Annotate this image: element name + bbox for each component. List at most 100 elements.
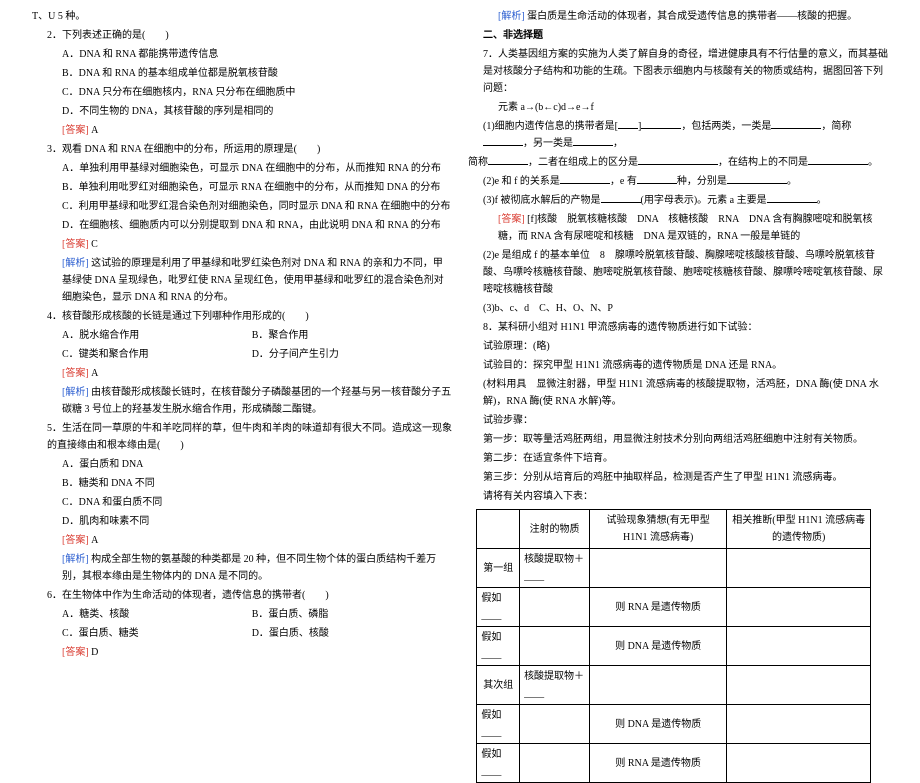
q5-explain: [解析] 构成全部生物的氨基酸的种类都是 20 种，但不同生物个体的蛋白质结构千… bbox=[32, 551, 452, 585]
cell: 则 RNA 是遗传物质 bbox=[590, 744, 727, 783]
cell bbox=[727, 588, 871, 627]
explain-label: [解析] bbox=[62, 387, 89, 398]
cell: 则 DNA 是遗传物质 bbox=[590, 705, 727, 744]
q6-optA: A．糖类、核酸 bbox=[62, 606, 249, 623]
q2-optB: B．DNA 和 RNA 的基本组成单位都是脱氧核苷酸 bbox=[32, 65, 452, 82]
explain-label: [解析] bbox=[62, 258, 89, 269]
answer-label: [答案] bbox=[62, 239, 89, 250]
t: ，二者在组成上的区分是 bbox=[528, 157, 638, 168]
cell: 则 DNA 是遗传物质 bbox=[590, 627, 727, 666]
q8-l1: 试验原理：(略) bbox=[468, 338, 888, 355]
explain-text: 由核苷酸形成核酸长链时，在核苷酸分子磷酸基团的一个羟基与另一核苷酸分子五碳糖 3… bbox=[62, 387, 451, 415]
q2-optA: A．DNA 和 RNA 都能携带遗传信息 bbox=[32, 46, 452, 63]
explain-text: 构成全部生物的氨基酸的种类都是 20 种，但不同生物个体的蛋白质结构千差万别，其… bbox=[62, 554, 436, 582]
t: ，e 有 bbox=[610, 176, 637, 187]
q3-stem: 3．观看 DNA 和 RNA 在细胞中的分布，所运用的原理是( ) bbox=[32, 141, 452, 158]
q2-stem: 2．下列表述正确的是( ) bbox=[32, 27, 452, 44]
blank[interactable] bbox=[641, 118, 681, 129]
q8-l2: 试验目的：探究甲型 H1N1 流感病毒的遗传物质是 DNA 还是 RNA。 bbox=[468, 357, 888, 374]
t: 。 bbox=[868, 157, 878, 168]
q8-l3: (材料用具 显微注射器，甲型 H1N1 流感病毒的核酸提取物，活鸡胚，DNA 酶… bbox=[468, 376, 888, 410]
t: ， bbox=[613, 138, 623, 149]
q6-optD: D．蛋白质、核酸 bbox=[252, 628, 329, 639]
blank[interactable] bbox=[601, 192, 641, 203]
q7-part1b: 简称 ，二者在组成上的区分是 ，在结构上的不同是 。 bbox=[468, 154, 888, 171]
q7-stem: 7．人类基因组方案的实施为人类了解自身的奇径，增进健康具有不行估量的意义，而其基… bbox=[468, 46, 888, 97]
blank[interactable] bbox=[808, 154, 868, 165]
blank[interactable] bbox=[483, 135, 523, 146]
q4-explain: [解析] 由核苷酸形成核酸长链时，在核苷酸分子磷酸基团的一个羟基与另一核苷酸分子… bbox=[32, 384, 452, 418]
q8-l8: 请将有关内容填入下表： bbox=[468, 488, 888, 505]
q8-stem: 8．某科研小组对 H1N1 甲流感病毒的遗传物质进行如下试验： bbox=[468, 319, 888, 336]
answer-value: C bbox=[91, 239, 98, 250]
q6-explain: [解析] 蛋白质是生命活动的体现者，其合成受遗传信息的携带者——核酸的把握。 bbox=[468, 8, 888, 25]
t: (3)f 被彻底水解后的产物是 bbox=[483, 195, 601, 206]
cell: 假如____ bbox=[477, 627, 520, 666]
q5-stem: 5．生活在同一草原的牛和羊吃同样的草，但牛肉和羊肉的味道却有很大不同。造成这一现… bbox=[32, 420, 452, 454]
blank[interactable] bbox=[573, 135, 613, 146]
cell: 核酸提取物＋____ bbox=[520, 666, 590, 705]
cell: 其次组 bbox=[477, 666, 520, 705]
t: ，简称 bbox=[821, 121, 851, 132]
cell: 第一组 bbox=[477, 549, 520, 588]
cell bbox=[727, 705, 871, 744]
q8-l7: 第三步：分别从培育后的鸡胚中抽取样品，检测是否产生了甲型 H1N1 流感病毒。 bbox=[468, 469, 888, 486]
blank[interactable] bbox=[727, 173, 787, 184]
t: (用字母表示)。元素 a 主要是 bbox=[641, 195, 767, 206]
q2-optC: C．DNA 只分布在细胞核内，RNA 只分布在细胞质中 bbox=[32, 84, 452, 101]
q5-answer: [答案] A bbox=[32, 532, 452, 549]
q4-stem: 4．核苷酸形成核酸的长链是通过下列哪种作用形成的( ) bbox=[32, 308, 452, 325]
section-2-heading: 二、非选择题 bbox=[468, 27, 888, 44]
blank[interactable] bbox=[488, 154, 528, 165]
q7-part3: (3)f 被彻底水解后的产物是(用字母表示)。元素 a 主要是。 bbox=[468, 192, 888, 209]
t: ，另一类是 bbox=[523, 138, 573, 149]
blank[interactable] bbox=[618, 118, 638, 129]
q7-answer: [答案] [f]核酸 脱氧核糖核酸 DNA 核糖核酸 RNA DNA 含有胸腺嘧… bbox=[468, 211, 888, 245]
q2-answer: [答案] A bbox=[32, 122, 452, 139]
cell bbox=[590, 666, 727, 705]
cell bbox=[590, 549, 727, 588]
q6-row2: C．蛋白质、糖类 D．蛋白质、核酸 bbox=[32, 625, 452, 642]
answer-label: [答案] bbox=[62, 368, 89, 379]
blank[interactable] bbox=[637, 173, 677, 184]
blank[interactable] bbox=[560, 173, 610, 184]
cell bbox=[520, 744, 590, 783]
q6-answer: [答案] D bbox=[32, 644, 452, 661]
left-column: T、U 5 种。 2．下列表述正确的是( ) A．DNA 和 RNA 都能携带遗… bbox=[24, 8, 460, 643]
q8-table: 注射的物质 试验现象猜想(有无甲型 H1N1 流感病毒) 相关推断(甲型 H1N… bbox=[476, 509, 871, 783]
answer-label: [答案] bbox=[62, 125, 89, 136]
table-row: 假如____ 则 RNA 是遗传物质 bbox=[477, 588, 871, 627]
answer-label: [答案] bbox=[62, 647, 89, 658]
t: 种，分别是 bbox=[677, 176, 727, 187]
t: 简称 bbox=[468, 157, 488, 168]
th-inject: 注射的物质 bbox=[520, 510, 590, 549]
q3-explain: [解析] 这试验的原理是利用了甲基绿和吡罗红染色剂对 DNA 和 RNA 的亲和… bbox=[32, 255, 452, 306]
explain-text: 这试验的原理是利用了甲基绿和吡罗红染色剂对 DNA 和 RNA 的亲和力不同，甲… bbox=[62, 258, 444, 303]
explain-label: [解析] bbox=[498, 11, 525, 22]
t: ，在结构上的不同是 bbox=[718, 157, 808, 168]
q4-optA: A．脱水缩合作用 bbox=[62, 327, 249, 344]
q6-row1: A．糖类、核酸 B．蛋白质、磷脂 bbox=[32, 606, 452, 623]
q3-optB: B．单独利用吡罗红对细胞染色，可显示 RNA 在细胞中的分布，从而推知 DNA … bbox=[32, 179, 452, 196]
q3-optA: A．单独利用甲基绿对细胞染色，可显示 DNA 在细胞中的分布，从而推知 RNA … bbox=[32, 160, 452, 177]
th-guess: 试验现象猜想(有无甲型 H1N1 流感病毒) bbox=[590, 510, 727, 549]
cell bbox=[520, 705, 590, 744]
q3-optD: D．在细胞核、细胞质内可以分别提取到 DNA 和 RNA，由此说明 DNA 和 … bbox=[32, 217, 452, 234]
cell: 则 RNA 是遗传物质 bbox=[590, 588, 727, 627]
right-column: [解析] 蛋白质是生命活动的体现者，其合成受遗传信息的携带者——核酸的把握。 二… bbox=[460, 8, 896, 643]
q5-optB: B．糖类和 DNA 不同 bbox=[32, 475, 452, 492]
cell bbox=[520, 588, 590, 627]
q5-optD: D．肌肉和味素不同 bbox=[32, 513, 452, 530]
q7-answer2: (2)e 是组成 f 的基本单位 8 腺嘌呤脱氧核苷酸、胸腺嘧啶核酸核苷酸、鸟嘌… bbox=[468, 247, 888, 298]
q4-row2: C．键类和聚合作用 D．分子间产生引力 bbox=[32, 346, 452, 363]
q8-l5: 第一步：取等量活鸡胚两组，用显微注射技术分别向两组活鸡胚细胞中注射有关物质。 bbox=[468, 431, 888, 448]
blank[interactable] bbox=[638, 154, 718, 165]
answer-value: A bbox=[91, 125, 98, 136]
q4-optD: D．分子间产生引力 bbox=[252, 349, 339, 360]
answer-label: [答案] bbox=[498, 214, 525, 225]
blank[interactable] bbox=[767, 192, 817, 203]
q7-part1: (1)细胞内遗传信息的携带者是[]，包括两类，一类是，简称，另一类是， bbox=[468, 118, 888, 152]
answer-value: A bbox=[91, 535, 98, 546]
q4-answer: [答案] A bbox=[32, 365, 452, 382]
blank[interactable] bbox=[771, 118, 821, 129]
